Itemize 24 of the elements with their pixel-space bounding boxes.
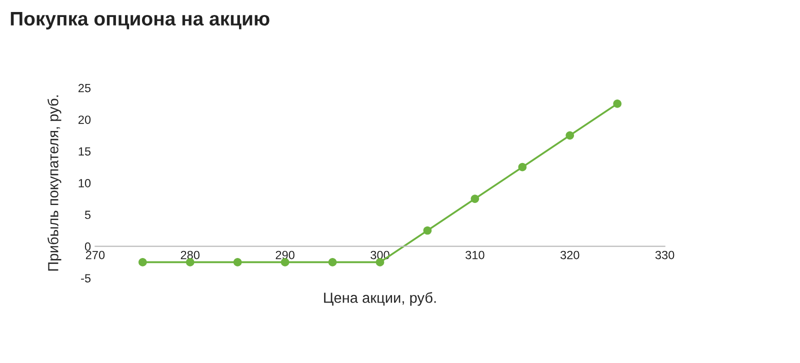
x-axis-title: Цена акции, руб. <box>324 292 436 306</box>
x-tick-label: 330 <box>655 250 674 260</box>
x-tick-label: 320 <box>560 250 580 260</box>
x-tick-label: 290 <box>276 250 294 260</box>
point <box>328 258 337 266</box>
x-tick-label: 270 <box>86 250 105 260</box>
point <box>518 162 527 172</box>
y-axis-title: Прибыль покупателя, руб. <box>48 95 62 271</box>
y-tick-label: 5 <box>84 210 91 220</box>
y-tick-label: 10 <box>78 178 91 188</box>
y-tick-label: 20 <box>78 116 91 124</box>
x-tick-label: 310 <box>466 250 484 260</box>
y-tick-label: -5 <box>81 274 91 282</box>
y-tick-label: 0 <box>84 242 91 251</box>
y-tick-label: 15 <box>78 147 91 156</box>
point <box>613 100 622 108</box>
point <box>423 226 432 235</box>
point <box>138 258 147 266</box>
point <box>566 131 574 140</box>
x-tick-label: 280 <box>180 250 200 260</box>
y-tick-label: 25 <box>78 84 91 92</box>
point <box>233 258 242 266</box>
point <box>470 194 480 203</box>
chart-title: Покупка опциона на акцию <box>10 12 270 30</box>
